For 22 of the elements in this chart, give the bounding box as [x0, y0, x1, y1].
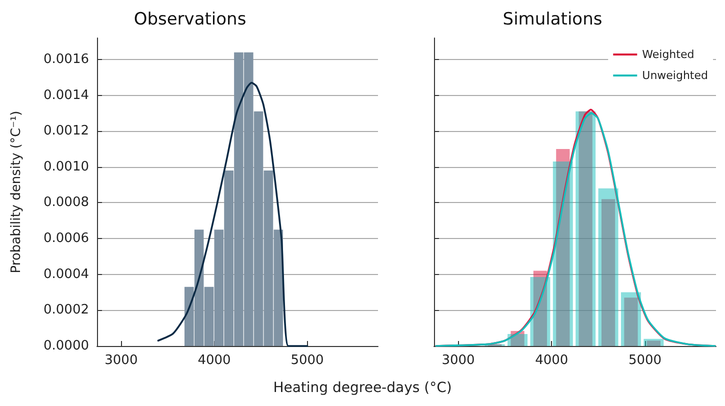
chart-title: Simulations [502, 10, 602, 30]
y-tick-label: 0.0008 [44, 195, 89, 210]
line-series [157, 82, 308, 347]
y-tick-label: 0.0016 [44, 52, 89, 67]
y-tick-label: 0.0000 [44, 338, 89, 354]
x-tick-label: 5000 [628, 353, 662, 368]
y-tick-label: 0.0006 [44, 231, 89, 246]
x-tick-label: 4000 [535, 353, 568, 368]
legend-label: Unweighted [642, 69, 708, 82]
y-tick-label: 0.0012 [44, 124, 89, 139]
chart-title: Observations [134, 10, 246, 30]
y-axis-title: Probability density (°C⁻¹) [9, 110, 24, 274]
y-tick-label: 0.0002 [44, 302, 89, 318]
x-tick-label: 3000 [104, 353, 138, 368]
legend-label: Weighted [642, 48, 694, 61]
y-tick-label: 0.0010 [44, 159, 89, 174]
x-tick-label: 5000 [290, 353, 324, 368]
x-tick-label: 3000 [442, 353, 475, 368]
y-tick-label: 0.0014 [44, 88, 89, 103]
y-tick-label: 0.0004 [44, 266, 89, 282]
x-axis-title: Heating degree-days (°C) [272, 380, 453, 396]
x-tick-label: 4000 [198, 353, 231, 368]
